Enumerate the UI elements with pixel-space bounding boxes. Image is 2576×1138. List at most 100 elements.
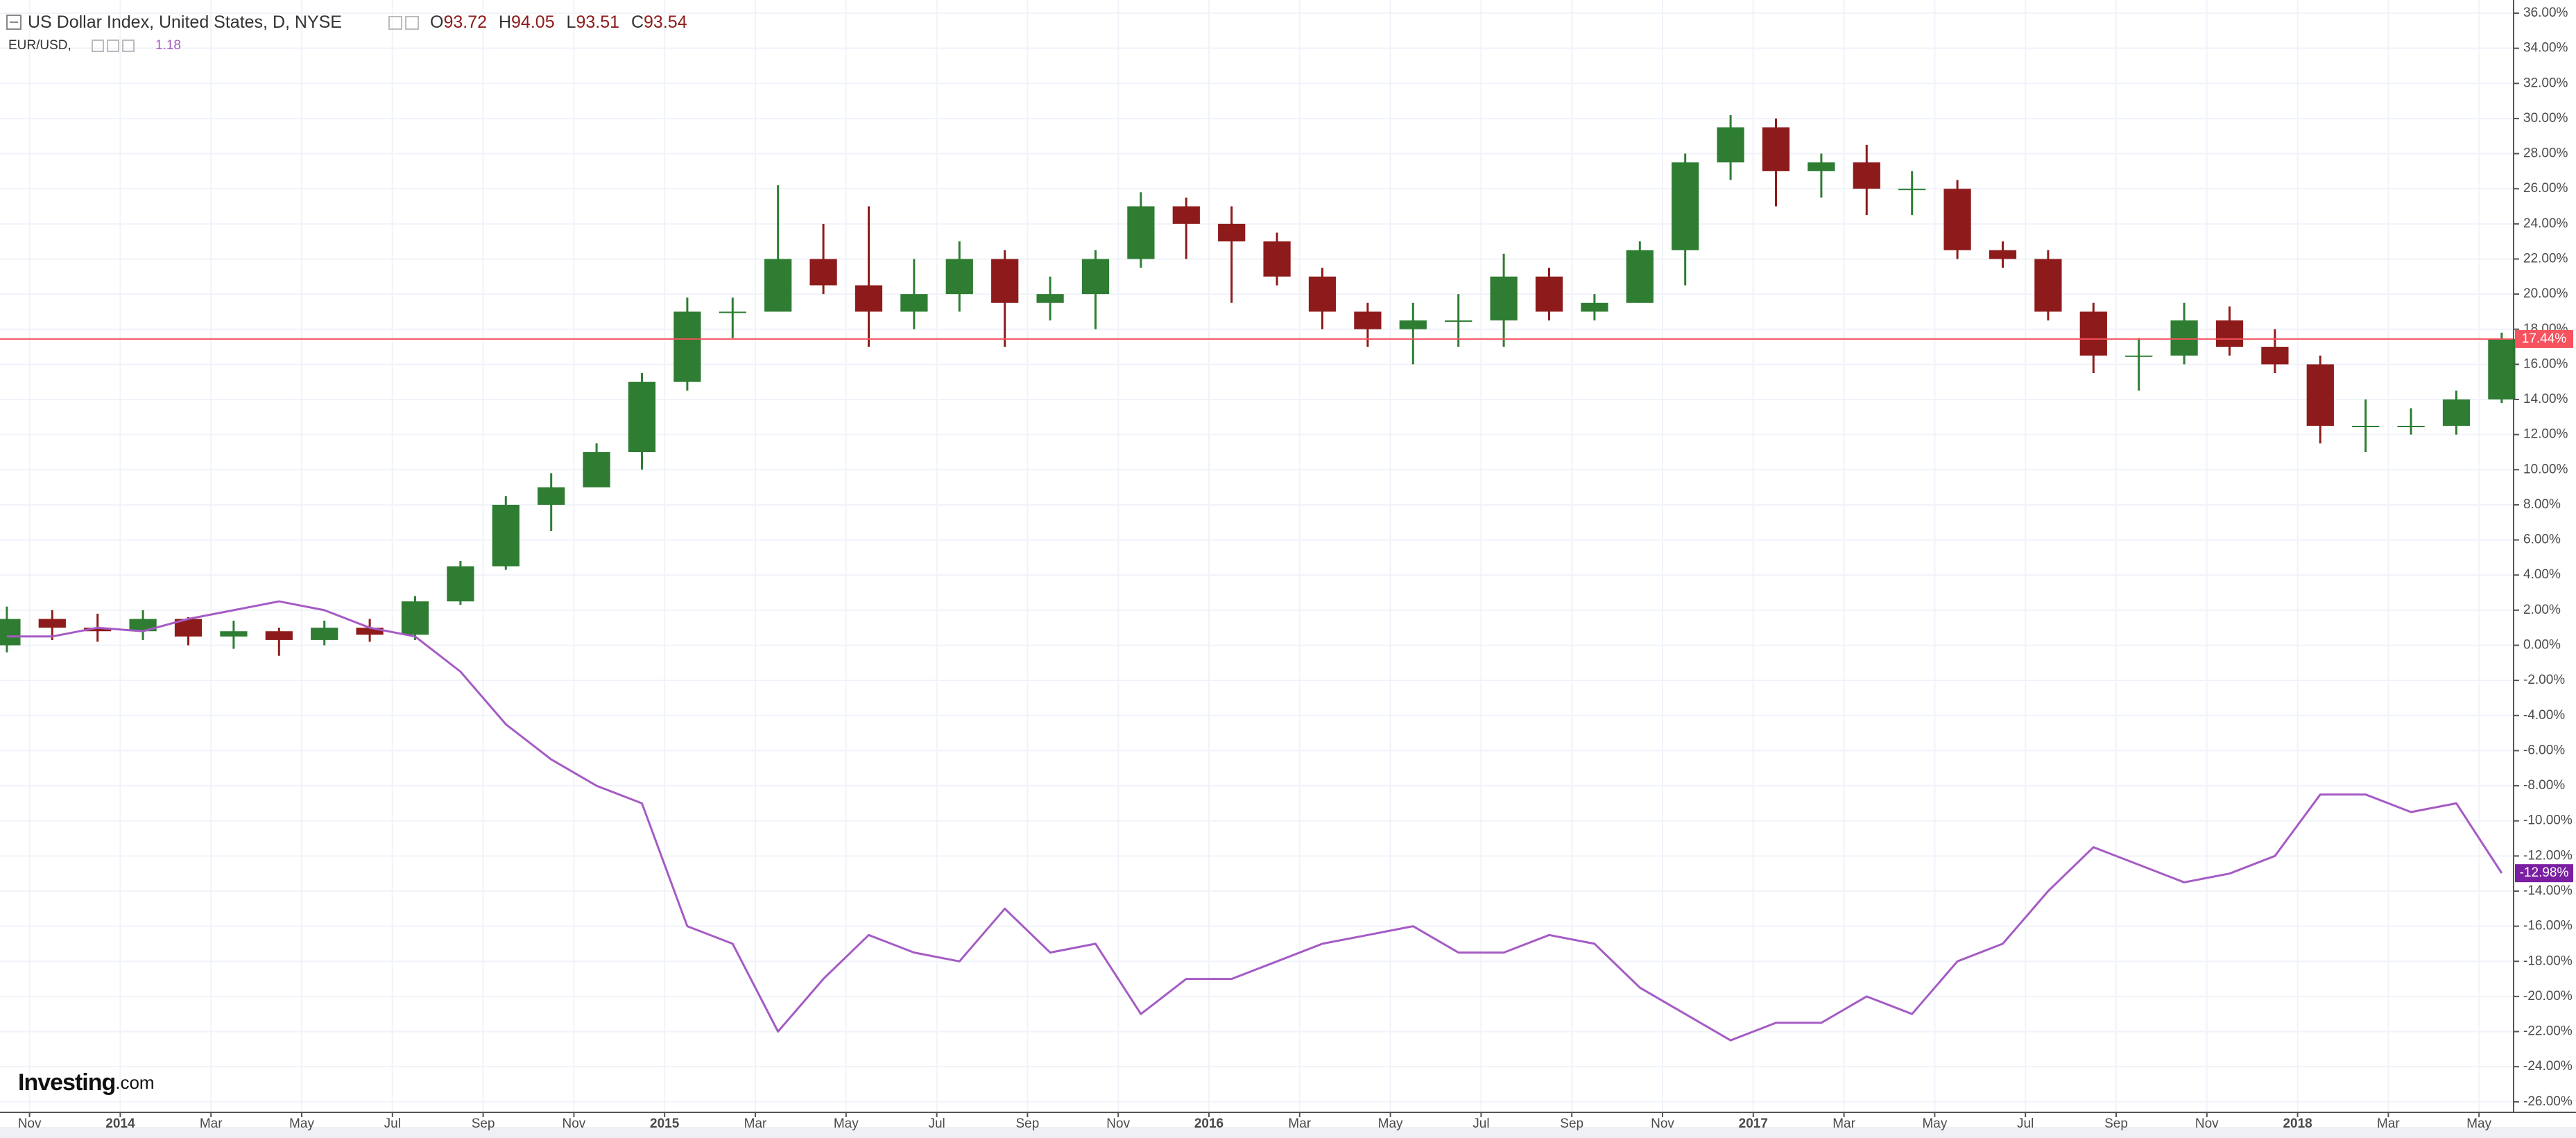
ohlc-value: 93.51 — [576, 12, 619, 32]
icon[interactable] — [405, 16, 419, 30]
y-tick-label: 4.00% — [2523, 567, 2561, 582]
y-tick-label: 26.00% — [2523, 181, 2568, 196]
y-tick-label: 2.00% — [2523, 603, 2561, 617]
collapse-icon[interactable] — [6, 15, 22, 30]
candle-body — [2125, 355, 2153, 357]
candle-body — [401, 601, 429, 635]
candle-body — [220, 631, 248, 637]
candle-body — [356, 628, 384, 635]
candle-body — [900, 294, 928, 312]
candle-body — [673, 311, 701, 382]
x-tick-label: Nov — [563, 1117, 586, 1131]
icon[interactable] — [107, 40, 119, 52]
candle-body — [2034, 259, 2062, 312]
series-title: US Dollar Index, United States, D, NYSE — [28, 12, 342, 32]
y-tick-label: 24.00% — [2523, 216, 2568, 231]
ohlc-key: O — [430, 12, 443, 32]
candle-body — [1172, 206, 1200, 224]
ohlc-key: L — [567, 12, 576, 32]
candle-body — [1853, 162, 1880, 189]
candle-body — [1898, 189, 1926, 191]
x-tick-label: May — [1378, 1117, 1403, 1131]
header-icons — [388, 16, 419, 30]
axes: 36.00% 34.00% 32.00% 30.00% 28.00% 26.00% 24.0… — [18, 6, 2573, 1131]
x-tick-label: Nov — [1106, 1117, 1130, 1131]
candle-body — [265, 631, 293, 640]
y-tick-label: -20.00% — [2523, 989, 2573, 1003]
x-tick-label: Mar — [1832, 1117, 1855, 1131]
candle-body — [809, 259, 837, 286]
candle-body — [1036, 294, 1064, 303]
y-tick-label: 6.00% — [2523, 533, 2561, 547]
candle-body — [719, 311, 746, 313]
series-title: EUR/USD, — [8, 38, 71, 53]
candle-body — [84, 628, 112, 632]
y-tick-label: -26.00% — [2523, 1094, 2573, 1109]
candle-body — [1943, 189, 1971, 250]
logo-suffix: .com — [115, 1072, 154, 1093]
x-tick-label: 2016 — [1194, 1117, 1223, 1131]
candle-body — [2488, 338, 2516, 400]
candle-body — [1218, 223, 1246, 242]
logo: Investing.com — [18, 1069, 155, 1096]
x-tick-label: Nov — [18, 1117, 42, 1131]
candle-body — [1445, 320, 1472, 322]
x-tick-label: 2014 — [105, 1117, 135, 1131]
x-tick-label: May — [2466, 1117, 2491, 1131]
y-tick-label: 34.00% — [2523, 41, 2568, 55]
logo-brand: Investing — [18, 1069, 115, 1096]
price-badge — [2515, 329, 2573, 348]
candle-body — [2352, 426, 2380, 428]
x-tick-label: Mar — [744, 1117, 767, 1131]
ohlc-value: 93.72 — [443, 12, 487, 32]
x-tick-label: 2017 — [1739, 1117, 1768, 1131]
candle-body — [38, 619, 66, 628]
x-tick-label: Mar — [200, 1117, 223, 1131]
price-badge — [2515, 864, 2573, 883]
y-tick-label: 22.00% — [2523, 251, 2568, 266]
x-tick-label: Jul — [928, 1117, 945, 1131]
candle-body — [2397, 426, 2425, 428]
x-tick-label: 2015 — [650, 1117, 680, 1131]
y-tick-label: 30.00% — [2523, 111, 2568, 126]
candle-body — [1308, 276, 1337, 312]
x-tick-label: Jul — [1472, 1117, 1489, 1131]
grid — [0, 0, 2514, 1112]
y-tick-label: -10.00% — [2523, 813, 2573, 828]
candle-body — [492, 504, 520, 567]
candle-body — [628, 381, 656, 452]
candle-body — [1081, 259, 1110, 295]
candle-body — [447, 566, 474, 602]
y-tick-label: -14.00% — [2523, 883, 2573, 898]
candle-body — [991, 259, 1019, 303]
x-tick-label: Sep — [2104, 1117, 2128, 1131]
candle-body — [0, 619, 21, 646]
x-tick-label: May — [1922, 1117, 1947, 1131]
candle-body — [1717, 127, 1744, 163]
x-tick-label: Jul — [384, 1117, 401, 1131]
series-header: US Dollar Index, United States, D, NYSE — [28, 12, 342, 32]
candle-body — [1989, 250, 2017, 259]
candle-body — [2215, 320, 2244, 347]
y-tick-label: 8.00% — [2523, 497, 2561, 512]
ohlc-value: 94.05 — [511, 12, 555, 32]
y-tick-label: -8.00% — [2523, 778, 2565, 793]
x-tick-label: May — [289, 1117, 314, 1131]
y-tick-label: -6.00% — [2523, 743, 2565, 757]
scroll-bar — [0, 1127, 2576, 1138]
icon[interactable] — [388, 16, 402, 30]
ohlc-key: H — [499, 12, 511, 32]
icon[interactable] — [122, 40, 135, 52]
candle-body — [2306, 364, 2334, 426]
candle-body — [1672, 162, 1699, 250]
y-tick-label: 12.00% — [2523, 427, 2568, 442]
icon[interactable] — [92, 40, 104, 52]
line-series — [6, 600, 2503, 1042]
candle-body — [2442, 399, 2471, 426]
candle-body — [2170, 320, 2198, 356]
header-icons — [92, 40, 135, 52]
x-tick-label: Sep — [1560, 1117, 1583, 1131]
x-tick-label: Nov — [2195, 1117, 2219, 1131]
candle-body — [1808, 162, 1835, 171]
